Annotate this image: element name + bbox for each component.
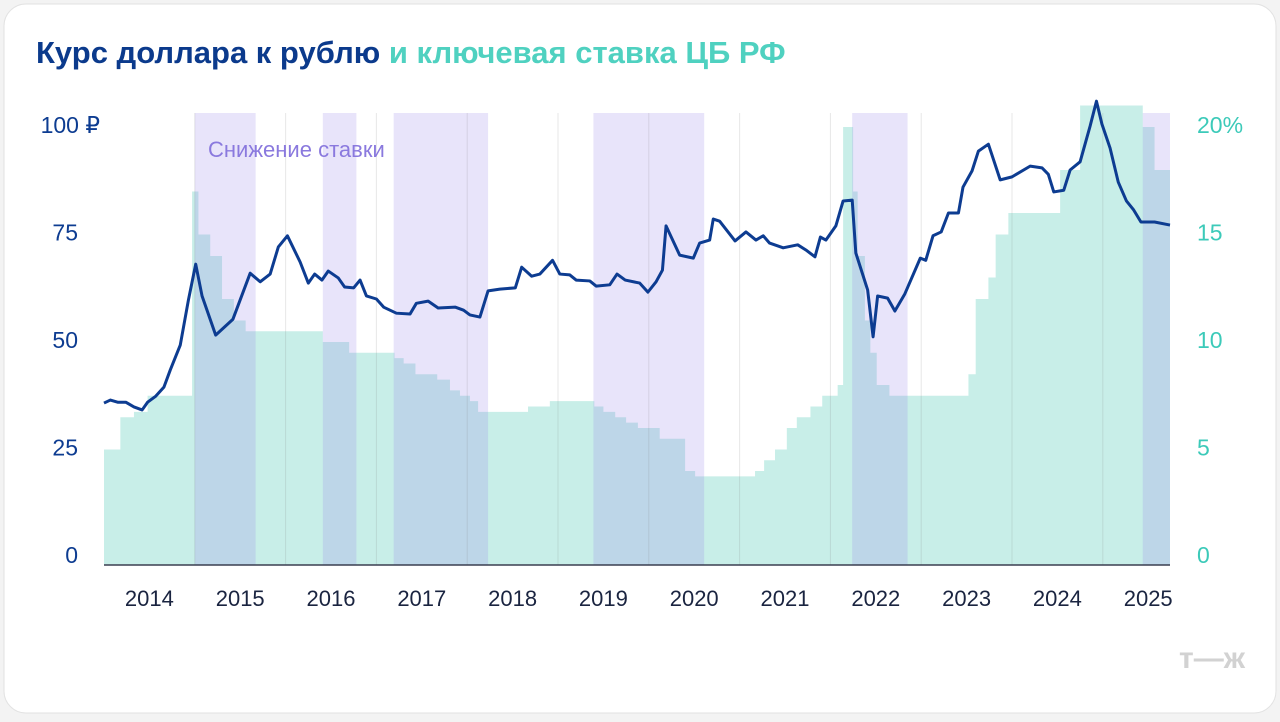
rate-area [104, 105, 1170, 565]
annotation: Снижение ставки [208, 137, 385, 162]
x-tick-label: 2016 [307, 586, 356, 611]
title-main: Курс доллара к рублю [36, 35, 380, 70]
y2-tick-label: 5 [1197, 435, 1210, 461]
x-tick-label: 2017 [397, 586, 446, 611]
rate-line [103, 99, 1171, 412]
x-tick-label: 2024 [1033, 586, 1082, 611]
x-tick-label: 2025 [1124, 586, 1173, 611]
x-tick-label: 2015 [216, 586, 265, 611]
y-tick-label: 25 [52, 435, 78, 461]
x-tick-label: 2014 [125, 586, 174, 611]
x-tick-label: 2022 [851, 586, 900, 611]
rate-cut-band [852, 113, 908, 565]
y2-tick-label: 15 [1197, 220, 1223, 246]
x-tick-label: 2018 [488, 586, 537, 611]
x-tick-label: 2021 [761, 586, 810, 611]
rate-cut-band [1142, 113, 1170, 565]
y-tick-label: 100 ₽ [41, 112, 100, 138]
y2-tick-label: 20% [1197, 112, 1243, 138]
y2-tick-label: 0 [1197, 542, 1210, 568]
chart-title: Курс доллара к рублю и ключевая ставка Ц… [36, 35, 786, 70]
rate-cut-band [393, 113, 489, 565]
plot: 2014 2015 2016 2017 2018 2019 2020 2021 2022 2023… [41, 99, 1243, 611]
y-tick-label: 0 [65, 542, 78, 568]
watermark: т—ж [1179, 642, 1246, 675]
y-tick-label: 50 [52, 327, 78, 353]
y2-tick-label: 10 [1197, 327, 1223, 353]
x-tick-label: 2023 [942, 586, 991, 611]
rate-cut-band [194, 113, 256, 565]
x-tick-label: 2020 [670, 586, 719, 611]
title-accent: и ключевая ставка ЦБ РФ [389, 35, 786, 70]
rate-cut-band [593, 113, 705, 565]
x-tick-label: 2019 [579, 586, 628, 611]
y-tick-label: 75 [52, 220, 78, 246]
rate-cut-band [322, 113, 357, 565]
